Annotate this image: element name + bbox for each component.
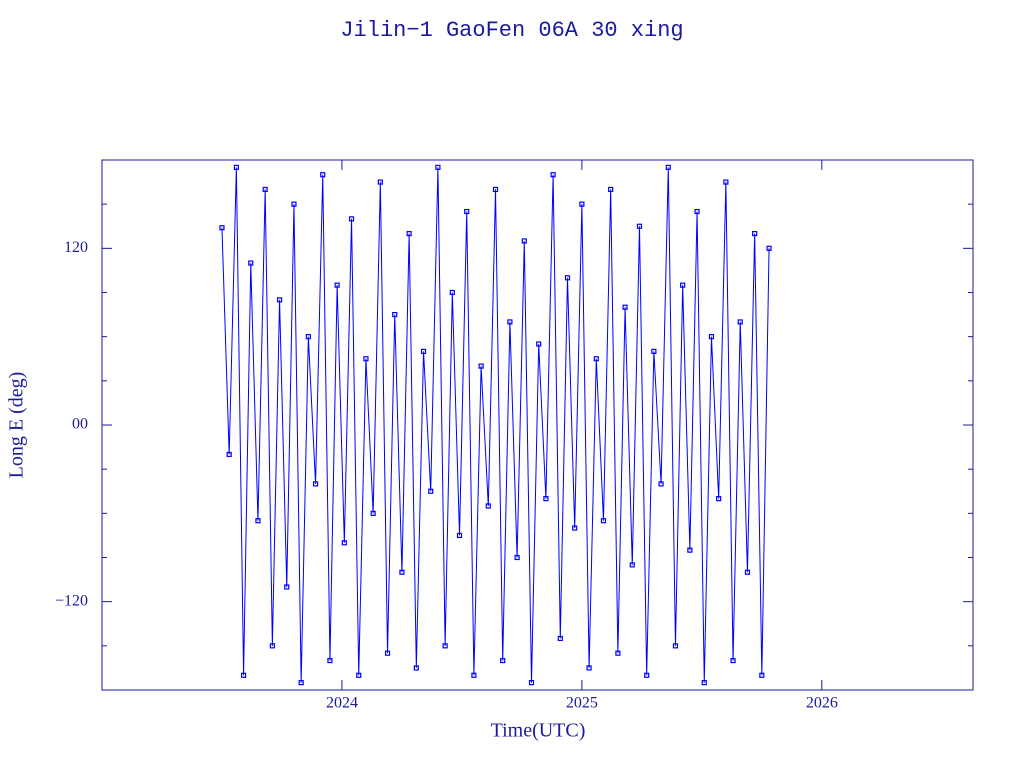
plot-frame [101,159,974,691]
data-point [478,363,484,369]
x-tick-label: 2024 [326,695,358,712]
data-point [485,503,491,509]
data-point [766,245,772,251]
data-point [435,164,441,170]
data-point [226,451,232,458]
data-point [219,225,225,231]
data-point [608,186,614,193]
data-point [305,334,311,340]
data-point [392,311,398,318]
data-point [701,680,707,686]
data-point [255,518,261,524]
data-point [536,341,542,347]
data-point [550,172,556,178]
data-point [377,179,383,185]
data-point [471,672,477,678]
data-point [629,562,635,568]
data-point [320,172,326,178]
data-point [312,481,319,487]
data-point [521,238,527,244]
data-point [730,657,736,664]
data-point [651,348,657,354]
data-point [514,554,520,561]
data-point [723,179,729,185]
data-point [291,201,297,207]
data-point [737,319,743,325]
data-point [341,540,347,546]
data-point [528,680,535,686]
data-point [744,569,751,575]
data-point [298,680,304,686]
data-point [370,510,376,516]
data-point [406,231,412,237]
data-point [420,348,427,354]
data-point [658,481,664,487]
data-point [665,164,671,170]
data-point [284,584,290,590]
data-point [636,223,643,229]
data-point [615,650,621,656]
y-tick-label: 00 [72,416,88,433]
data-point [464,208,470,215]
data-point [644,672,650,678]
x-tick-label: 2025 [566,695,598,712]
data-point [600,518,607,524]
data-point [543,496,549,502]
data-point [276,297,283,303]
data-point [492,186,499,193]
data-point [507,319,513,325]
data-point [413,665,419,671]
data-point [694,208,700,215]
data-point [327,657,333,664]
data-point [442,643,448,649]
data-point [557,635,563,642]
data-point [262,186,268,193]
data-line [221,167,770,683]
data-point [500,657,506,664]
data-point [233,164,239,170]
data-point [449,289,455,296]
x-axis-label: Time(UTC) [491,720,586,742]
data-point [356,672,362,678]
data-point [456,532,463,539]
data-point [428,488,434,494]
data-point [564,275,571,281]
data-point [384,650,391,656]
data-point [752,231,758,237]
y-tick-label: −120 [55,592,88,609]
data-point [708,334,715,340]
data-point [586,665,592,671]
data-point [348,216,355,222]
data-point [363,356,369,362]
data-point [716,496,722,502]
data-point [399,569,405,575]
data-point [579,201,585,207]
data-point [334,282,340,288]
data-point [572,525,578,531]
data-point [672,643,679,649]
y-tick-label: 120 [64,239,88,256]
data-point [269,643,275,649]
data-point [687,547,693,553]
chart-title: Jilin−1 GaoFen 06A 30 xing [340,18,683,43]
data-point [622,304,628,310]
data-point [759,672,765,678]
x-tick-label: 2026 [806,695,838,712]
data-point [240,672,247,678]
data-point [248,260,254,266]
data-point [680,282,686,288]
y-axis-label: Long E (deg) [6,372,28,479]
data-point [593,356,599,362]
